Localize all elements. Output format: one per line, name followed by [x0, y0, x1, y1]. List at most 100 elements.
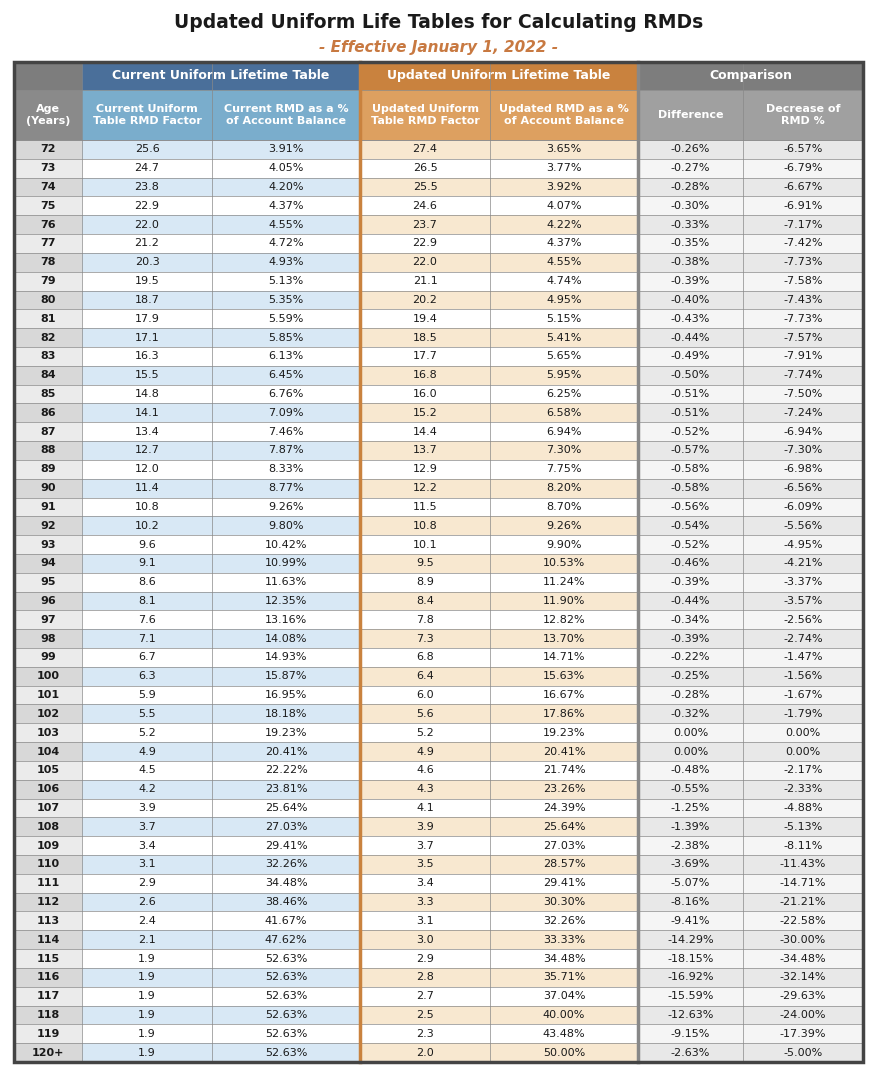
Bar [14, 986, 82, 1006]
Text: 5.41%: 5.41% [546, 332, 581, 343]
Bar [360, 517, 490, 535]
Bar [743, 422, 863, 441]
Bar [360, 592, 490, 610]
Bar [212, 686, 360, 704]
Bar [212, 761, 360, 779]
Bar [212, 817, 360, 836]
Bar [14, 779, 82, 799]
Bar [360, 930, 490, 949]
Bar [212, 742, 360, 761]
Text: 4.55%: 4.55% [268, 220, 303, 229]
Bar [490, 649, 638, 667]
Bar [638, 140, 743, 159]
Text: -0.27%: -0.27% [671, 163, 710, 174]
Bar [360, 215, 490, 234]
Bar [14, 1043, 82, 1062]
Bar [490, 667, 638, 686]
Bar [360, 291, 490, 310]
Bar [212, 799, 360, 817]
Text: 76: 76 [40, 220, 56, 229]
Bar [82, 742, 212, 761]
Bar [360, 62, 638, 90]
Text: 16.95%: 16.95% [265, 690, 307, 700]
Bar [638, 817, 743, 836]
Bar [82, 686, 212, 704]
Text: 85: 85 [40, 389, 55, 399]
Text: 19.4: 19.4 [412, 314, 438, 324]
Text: 91: 91 [40, 502, 56, 512]
Bar [490, 215, 638, 234]
Bar [638, 592, 743, 610]
Bar [212, 178, 360, 196]
Text: 2.1: 2.1 [138, 935, 156, 944]
Bar [638, 441, 743, 460]
Text: 24.39%: 24.39% [543, 803, 585, 813]
Bar [490, 178, 638, 196]
Text: Updated Uniform Life Tables for Calculating RMDs: Updated Uniform Life Tables for Calculat… [174, 13, 703, 31]
Text: 7.87%: 7.87% [268, 446, 303, 456]
Bar [212, 667, 360, 686]
Bar [14, 253, 82, 271]
Text: 9.90%: 9.90% [546, 539, 581, 550]
Text: 90: 90 [40, 483, 56, 493]
Text: 5.95%: 5.95% [546, 370, 581, 381]
Text: -0.49%: -0.49% [671, 352, 710, 361]
Bar [14, 460, 82, 479]
Text: 1.9: 1.9 [138, 1047, 156, 1058]
Bar [743, 517, 863, 535]
Text: -9.41%: -9.41% [671, 915, 710, 926]
Text: 82: 82 [40, 332, 56, 343]
Bar [14, 686, 82, 704]
Text: -5.56%: -5.56% [783, 521, 823, 531]
Bar [638, 90, 743, 140]
Bar [360, 328, 490, 347]
Bar [14, 855, 82, 874]
Text: -6.94%: -6.94% [783, 427, 823, 436]
Text: 33.33%: 33.33% [543, 935, 585, 944]
Text: 4.2: 4.2 [138, 784, 156, 794]
Bar [14, 140, 82, 159]
Bar [360, 1006, 490, 1025]
Text: 4.1: 4.1 [416, 803, 434, 813]
Text: 5.6: 5.6 [417, 709, 434, 719]
Bar [638, 968, 743, 986]
Text: 6.4: 6.4 [416, 671, 434, 682]
Text: 7.09%: 7.09% [268, 407, 303, 418]
Text: 7.30%: 7.30% [546, 446, 581, 456]
Text: 20.41%: 20.41% [265, 746, 307, 757]
Bar [14, 497, 82, 517]
Text: 5.59%: 5.59% [268, 314, 303, 324]
Text: 4.95%: 4.95% [546, 295, 581, 304]
Text: -14.29%: -14.29% [667, 935, 714, 944]
Text: 11.24%: 11.24% [543, 577, 585, 587]
Bar [212, 253, 360, 271]
Text: 1.9: 1.9 [138, 1010, 156, 1019]
Text: Updated Uniform
Table RMD Factor: Updated Uniform Table RMD Factor [371, 104, 480, 126]
Text: 15.63%: 15.63% [543, 671, 585, 682]
Bar [82, 271, 212, 291]
Text: 0.00%: 0.00% [673, 746, 708, 757]
Text: 7.1: 7.1 [138, 634, 156, 643]
Text: -6.79%: -6.79% [783, 163, 823, 174]
Bar [14, 724, 82, 742]
Text: -0.30%: -0.30% [671, 200, 710, 211]
Bar [638, 422, 743, 441]
Bar [638, 742, 743, 761]
Bar [212, 366, 360, 385]
Bar [490, 234, 638, 253]
Text: 21.74%: 21.74% [543, 765, 585, 775]
Text: 78: 78 [40, 257, 56, 267]
Bar [360, 441, 490, 460]
Bar [82, 592, 212, 610]
Bar [82, 968, 212, 986]
Bar [360, 460, 490, 479]
Bar [490, 836, 638, 855]
Bar [638, 704, 743, 724]
Text: -0.39%: -0.39% [671, 277, 710, 286]
Text: 4.05%: 4.05% [268, 163, 303, 174]
Text: 9.1: 9.1 [138, 559, 156, 568]
Text: 8.9: 8.9 [416, 577, 434, 587]
Text: 4.3: 4.3 [416, 784, 434, 794]
Bar [82, 215, 212, 234]
Bar [82, 62, 360, 90]
